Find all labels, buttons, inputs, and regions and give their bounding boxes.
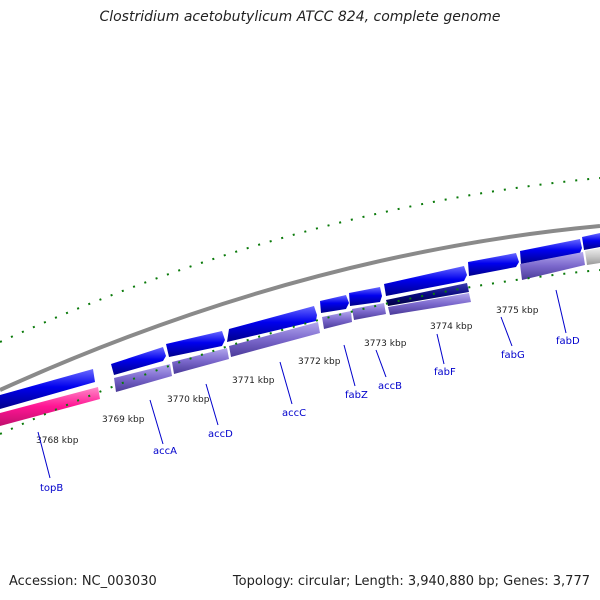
- accession-text: Accession: NC_003030: [9, 574, 157, 589]
- forward-cds-fabG: [468, 253, 519, 276]
- gene-label-fabG[interactable]: fabG: [501, 350, 525, 361]
- gene-label-accB[interactable]: accB: [378, 381, 402, 392]
- reverse-cds-accC: [229, 322, 320, 357]
- reverse-cds-fabF: [388, 293, 471, 315]
- reverse-cds-fabZ: [322, 311, 352, 329]
- forward-cds-fabZ: [320, 295, 349, 313]
- map-title: Clostridium acetobutylicum ATCC 824, com…: [99, 9, 501, 25]
- forward-cds-next: [582, 233, 600, 250]
- gene-labels: topB accA accD accC fabZ accB fabF fabG …: [40, 336, 580, 494]
- kbp-label: 3770 kbp: [167, 395, 210, 405]
- gene-label-fabZ[interactable]: fabZ: [345, 390, 368, 401]
- topology-text: Topology: circular; Length: 3,940,880 bp…: [232, 574, 590, 589]
- gene-label-accC[interactable]: accC: [282, 408, 306, 419]
- leader-line-fabF: [436, 333, 445, 365]
- forward-cds-topB-region: [0, 369, 95, 409]
- leader-line-fabZ: [343, 344, 356, 387]
- forward-cds-accC: [227, 306, 317, 342]
- kbp-label: 3769 kbp: [102, 415, 145, 425]
- leader-line-accB: [375, 349, 387, 378]
- gene-leader-lines: [37, 289, 567, 479]
- highlight-feature-topB: [0, 387, 100, 426]
- forward-cds-accA: [111, 347, 166, 375]
- reverse-cds-accB: [352, 303, 386, 320]
- kbp-label: 3774 kbp: [430, 322, 473, 332]
- kbp-label: 3772 kbp: [298, 357, 341, 367]
- leader-line-topB: [37, 431, 51, 479]
- kbp-label: 3775 kbp: [496, 306, 539, 316]
- dark-feature-fabF: [386, 283, 469, 306]
- reverse-cds-fabD: [520, 252, 585, 280]
- forward-cds-accB: [349, 287, 382, 306]
- leader-line-fabD: [555, 289, 567, 334]
- reverse-cds-accD: [172, 348, 229, 374]
- leader-line-fabG: [500, 316, 513, 347]
- gene-label-topB[interactable]: topB: [40, 483, 63, 494]
- kbp-label: 3771 kbp: [232, 376, 275, 386]
- kbp-label: 3768 kbp: [36, 436, 79, 446]
- gene-label-accD[interactable]: accD: [208, 429, 233, 440]
- gene-label-fabF[interactable]: fabF: [434, 367, 456, 378]
- gene-label-accA[interactable]: accA: [153, 446, 177, 457]
- forward-strand: [0, 233, 600, 409]
- forward-cds-accD: [166, 331, 225, 357]
- leader-line-accC: [279, 361, 293, 405]
- forward-cds-fabF: [384, 266, 467, 296]
- kbp-scale: 3768 kbp 3769 kbp 3770 kbp 3771 kbp 3772…: [36, 306, 539, 446]
- leader-line-accA: [149, 399, 164, 445]
- grey-feature: [585, 248, 600, 265]
- kbp-label: 3773 kbp: [364, 339, 407, 349]
- inner-strand: [0, 248, 600, 426]
- gene-label-fabD[interactable]: fabD: [556, 336, 580, 347]
- leader-line-accD: [205, 383, 219, 426]
- forward-cds-fabD: [520, 239, 582, 264]
- genome-backbone: [0, 224, 600, 392]
